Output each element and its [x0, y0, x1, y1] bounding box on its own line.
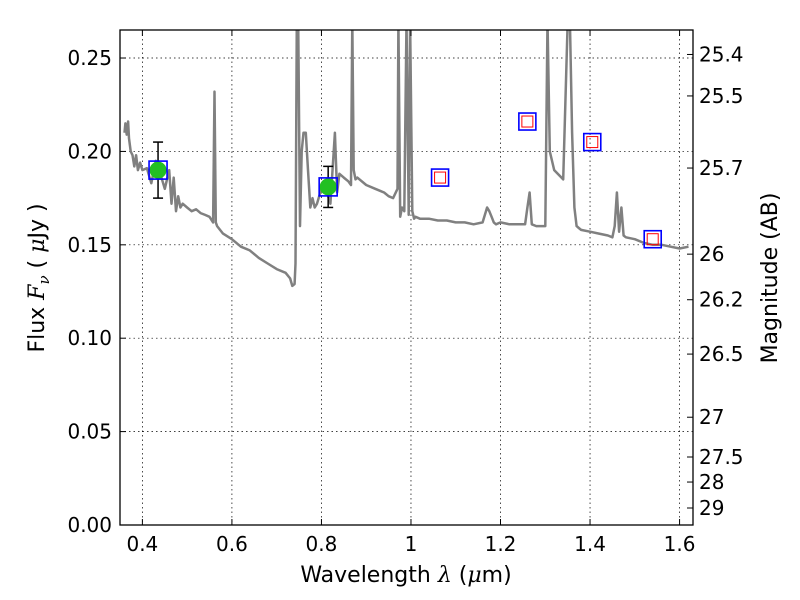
magnitude-tick-label: 25.4: [699, 42, 744, 66]
y-tick-label: 0.25: [67, 46, 112, 70]
x-tick-label: 0.6: [216, 532, 248, 556]
detection-point: [319, 178, 337, 196]
x-tick-label: 0.8: [306, 532, 338, 556]
magnitude-tick-label: 25.5: [699, 84, 744, 108]
magnitude-tick-label: 26: [699, 242, 724, 266]
detection-box: [318, 177, 338, 197]
detection-box: [148, 160, 168, 180]
prediction-box-outer: [518, 112, 537, 131]
x-tick-label: 1.2: [485, 532, 517, 556]
model-sed-layer: [123, 30, 689, 288]
detection-point: [149, 161, 167, 179]
prediction-box-outer: [430, 168, 450, 187]
x-tick-label: 1.4: [574, 532, 606, 556]
y-tick-label: 0.15: [67, 233, 112, 257]
prediction-box-inner: [586, 136, 599, 149]
y2-axis-label: Magnitude (AB): [758, 193, 783, 364]
x-axis-label: Wavelength λ (μm): [300, 563, 511, 588]
detections-layer: [148, 141, 338, 209]
magnitude-tick-label: 27: [699, 405, 724, 429]
magnitude-tick-label: 27.5: [699, 445, 744, 469]
predictions-layer: [430, 112, 663, 249]
x-tick-label: 1.6: [664, 532, 696, 556]
y-tick-label: 0.20: [67, 139, 112, 163]
prediction-box-outer: [643, 229, 663, 249]
x-tick-label: 1: [405, 532, 418, 556]
prediction-box-outer: [582, 132, 602, 152]
magnitude-tick-label: 29: [699, 496, 724, 520]
x-tick-label: 0.4: [126, 532, 158, 556]
y-tick-label: 0.00: [67, 513, 112, 537]
prediction-box-inner: [434, 171, 447, 184]
y-axis-label: Flux Fν ( μJy ): [25, 203, 53, 352]
magnitude-tick-label: 26.2: [699, 288, 744, 312]
x-tick-labels: 0.4 0.6 0.8 1 1.2 1.4 1.6: [126, 532, 695, 556]
magnitude-tick-label: 28: [699, 470, 724, 494]
y-tick-labels: 0.00 0.05 0.10 0.15 0.20 0.25: [67, 46, 112, 537]
magnitude-tick-label: 26.5: [699, 342, 744, 366]
magnitude-tick-label: 25.7: [699, 156, 744, 180]
tick-marks: [120, 30, 693, 526]
prediction-box-inner: [521, 115, 534, 128]
plot-frame: [119, 29, 694, 526]
model-sed-line: [123, 30, 689, 288]
prediction-box-inner: [646, 233, 659, 246]
y-tick-label: 0.10: [67, 326, 112, 350]
y-tick-label: 0.05: [67, 420, 112, 444]
